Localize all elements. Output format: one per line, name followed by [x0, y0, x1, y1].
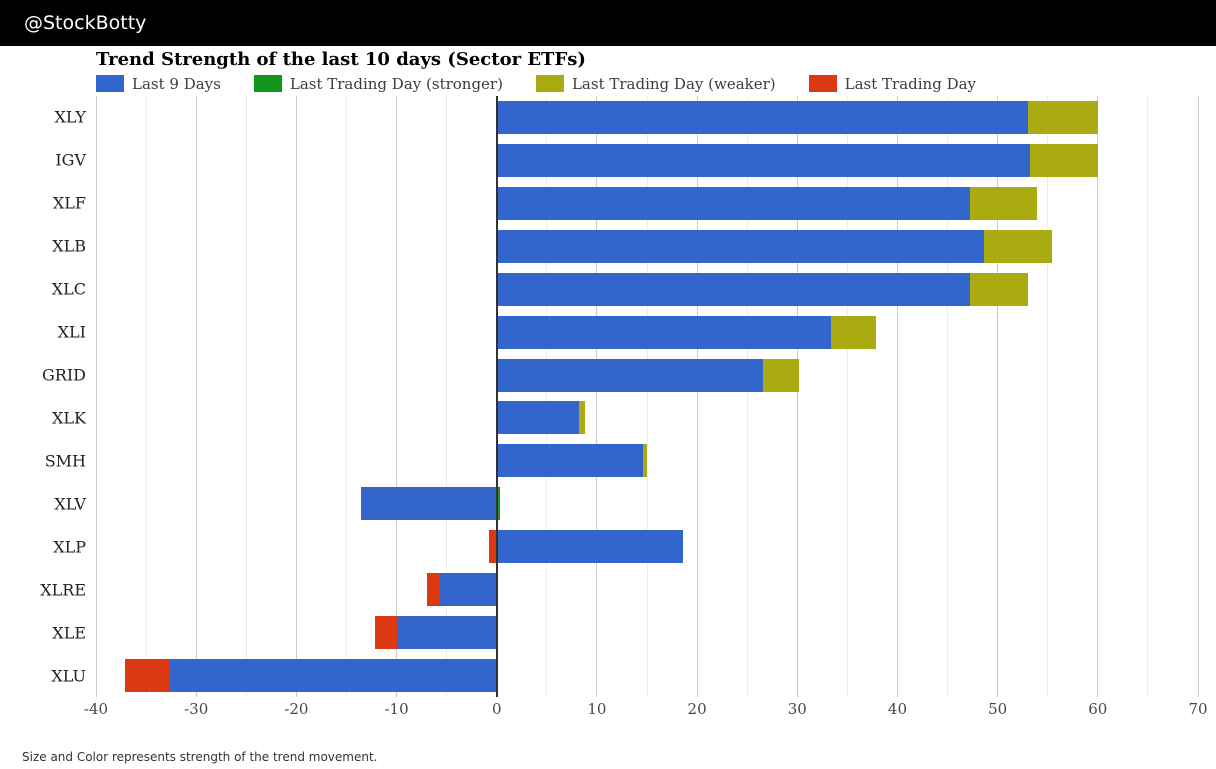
gridline--5 — [446, 96, 448, 697]
x-label-40: 40 — [887, 700, 907, 718]
gridline-15 — [646, 96, 648, 697]
bar-XLB-weaker — [983, 229, 1052, 263]
gridline--40 — [95, 96, 97, 697]
gridline--15 — [345, 96, 347, 697]
y-label-XLK: XLK — [52, 408, 86, 428]
bar-XLP-last9 — [496, 530, 684, 564]
gridline-40 — [896, 96, 898, 697]
x-label-20: 20 — [687, 700, 707, 718]
legend-label-last9: Last 9 Days — [132, 74, 221, 93]
gridline--25 — [245, 96, 247, 697]
y-label-GRID: GRID — [42, 365, 86, 385]
bar-IGV-weaker — [1029, 143, 1098, 177]
gridline-55 — [1047, 96, 1049, 697]
gridline-70 — [1197, 96, 1199, 697]
x-label-30: 30 — [787, 700, 807, 718]
bar-XLF-last9 — [496, 186, 970, 220]
x-axis-labels: -40 -30 -20 -10 0 10 20 30 40 50 60 70 — [84, 700, 1208, 718]
bar-GRID-last9 — [496, 358, 764, 392]
legend-label-stronger: Last Trading Day (stronger) — [289, 74, 503, 93]
gridline-30 — [796, 96, 798, 697]
legend-swatch-ltd — [808, 75, 837, 92]
x-label-10: 10 — [587, 700, 607, 718]
gridline--20 — [295, 96, 297, 697]
x-label-70: 70 — [1188, 700, 1208, 718]
legend-item-last9: Last 9 Days — [96, 75, 221, 93]
gridline-45 — [947, 96, 949, 697]
gridline-20 — [696, 96, 698, 697]
legend-swatch-weaker — [535, 75, 564, 92]
legend-label-ltd: Last Trading Day — [844, 74, 977, 93]
gridline-35 — [846, 96, 848, 697]
gridline--10 — [396, 96, 398, 697]
y-label-XLV: XLV — [54, 494, 86, 514]
bar-XLB-last9 — [496, 229, 984, 263]
y-label-SMH: SMH — [44, 451, 86, 471]
bar-XLE-last9 — [397, 616, 497, 650]
bar-IGV-last9 — [496, 143, 1030, 177]
legend-item-stronger: Last Trading Day (stronger) — [253, 74, 503, 93]
gridline-65 — [1147, 96, 1149, 697]
bar-XLI-last9 — [496, 315, 832, 349]
gridline-25 — [746, 96, 748, 697]
zero-axis — [495, 96, 498, 697]
chart-legend: Last 9 Days Last Trading Day (stronger) La… — [96, 74, 1009, 93]
y-label-XLC: XLC — [51, 279, 86, 299]
bar-XLF-weaker — [969, 186, 1037, 220]
y-label-XLU: XLU — [51, 666, 86, 686]
chart-title: Trend Strength of the last 10 days (Sect… — [96, 49, 586, 70]
bar-XLRE-last9 — [438, 573, 497, 607]
gridline--35 — [145, 96, 147, 697]
y-label-XLB: XLB — [52, 236, 86, 256]
y-label-XLE: XLE — [52, 623, 86, 643]
x-label-0: 0 — [491, 700, 502, 718]
bar-XLK-weaker — [578, 401, 585, 435]
bar-XLY-last9 — [496, 100, 1028, 134]
bar-XLK-last9 — [496, 401, 579, 435]
y-label-XLY: XLY — [54, 107, 86, 127]
bar-XLU-last9 — [170, 659, 497, 693]
bar-XLV-stronger — [496, 487, 500, 521]
x-label--20: -20 — [284, 700, 309, 718]
y-label-XLF: XLF — [52, 193, 86, 213]
legend-label-weaker: Last Trading Day (weaker) — [571, 74, 776, 93]
bar-SMH-last9 — [496, 444, 643, 478]
bar-XLC-last9 — [496, 272, 970, 306]
bar-GRID-weaker — [763, 358, 800, 392]
y-label-IGV: IGV — [55, 150, 86, 170]
bar-XLY-weaker — [1027, 100, 1098, 134]
bar-XLP-ltd — [488, 530, 497, 564]
gridline-10 — [596, 96, 598, 697]
bar-SMH-weaker — [642, 444, 647, 478]
bar-XLI-weaker — [831, 315, 877, 349]
x-label--30: -30 — [184, 700, 209, 718]
plot-area — [95, 96, 1199, 697]
bar-XLC-weaker — [969, 272, 1028, 306]
y-label-XLP: XLP — [53, 537, 86, 557]
legend-item-weaker: Last Trading Day (weaker) — [535, 74, 776, 93]
gridline-5 — [546, 96, 548, 697]
legend-item-ltd: Last Trading Day — [808, 74, 977, 93]
gridline--30 — [195, 96, 197, 697]
gridline-50 — [997, 96, 999, 697]
x-label-50: 50 — [988, 700, 1008, 718]
gridline-60 — [1097, 96, 1099, 697]
bot-handle: @StockBotty — [24, 12, 147, 34]
x-label--40: -40 — [83, 700, 109, 718]
chart-footnote: Size and Color represents strength of th… — [22, 750, 378, 764]
top-bar: @StockBotty — [0, 0, 1216, 46]
bar-XLRE-ltd — [426, 573, 439, 607]
x-label--10: -10 — [384, 700, 409, 718]
bar-XLU-ltd — [125, 659, 171, 693]
legend-swatch-last9 — [96, 75, 124, 92]
y-axis-labels: XLY IGV XLF XLB XLC XLI GRID XLK SMH XLV XLP XLRE XL… — [0, 96, 86, 697]
x-label-60: 60 — [1088, 700, 1108, 718]
bar-XLV-last9 — [361, 487, 497, 521]
y-label-XLI: XLI — [57, 322, 86, 342]
legend-swatch-stronger — [253, 75, 282, 92]
y-label-XLRE: XLRE — [40, 580, 86, 600]
bar-XLE-ltd — [374, 616, 398, 650]
